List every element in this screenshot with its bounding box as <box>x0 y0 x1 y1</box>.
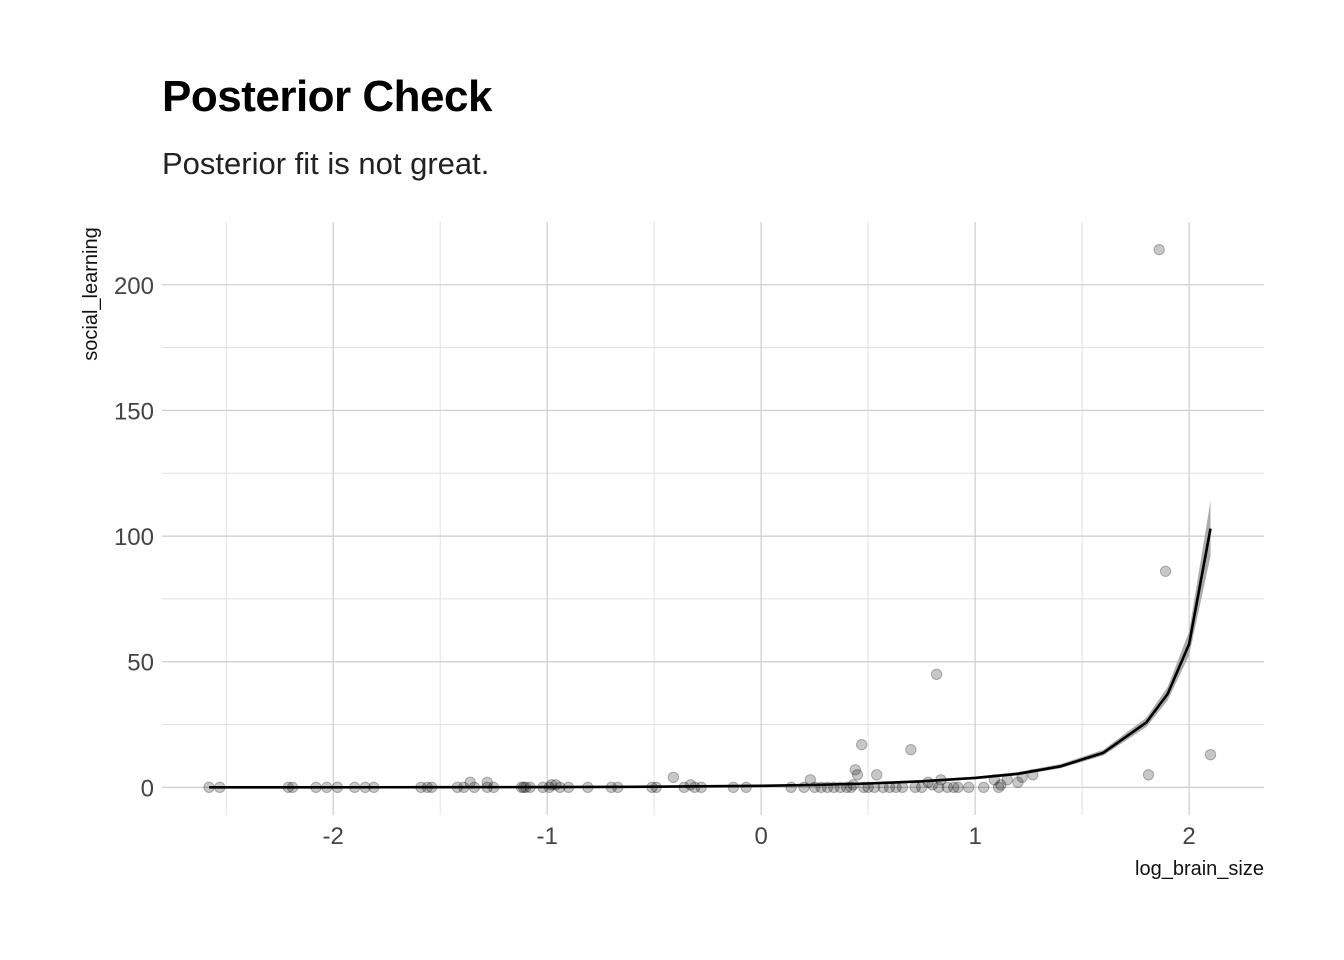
data-point <box>905 743 917 756</box>
data-point <box>1159 565 1172 577</box>
data-point <box>785 781 797 794</box>
chart-subtitle: Posterior fit is not great. <box>162 146 490 181</box>
x-tick-label: 1 <box>968 823 981 850</box>
x-tick-label: 0 <box>754 823 767 850</box>
data-point <box>1204 748 1217 761</box>
data-point <box>1012 776 1024 789</box>
data-point <box>977 781 990 794</box>
y-tick-label: 150 <box>114 398 154 425</box>
data-point <box>941 781 954 794</box>
x-tick-label: -1 <box>536 823 557 850</box>
chart-title: Posterior Check <box>162 72 492 121</box>
x-tick-label: 2 <box>1182 823 1195 850</box>
data-point <box>856 738 868 751</box>
grid-lines <box>162 222 1264 815</box>
x-axis-title: log_brain_size <box>1135 858 1264 880</box>
fit-line-layer <box>209 528 1212 789</box>
y-axis-title: social_learning <box>80 227 102 360</box>
data-point <box>995 779 1007 791</box>
tick-labels: -2 -1 0 1 2 0 50 100 150 200 <box>114 273 1196 850</box>
y-tick-label: 100 <box>114 524 154 551</box>
data-point <box>933 781 945 794</box>
data-point <box>930 668 943 680</box>
data-point <box>963 781 975 794</box>
data-point <box>849 764 861 776</box>
data-point <box>667 771 680 784</box>
y-tick-label: 0 <box>141 775 154 802</box>
data-point <box>1142 769 1155 781</box>
credible-band <box>209 500 1211 788</box>
x-tick-label: -2 <box>323 823 344 850</box>
data-point <box>948 781 960 794</box>
posterior-mean-line <box>209 528 1212 789</box>
data-point <box>870 769 883 781</box>
data-point <box>896 781 909 794</box>
data-point <box>851 769 864 781</box>
data-points <box>203 243 1217 794</box>
y-tick-label: 50 <box>127 650 154 677</box>
y-tick-label: 200 <box>114 273 154 300</box>
data-point <box>992 781 1005 794</box>
credible-interval-band <box>209 500 1211 788</box>
data-point <box>952 781 964 794</box>
data-point <box>740 781 752 794</box>
data-point <box>1153 243 1165 256</box>
